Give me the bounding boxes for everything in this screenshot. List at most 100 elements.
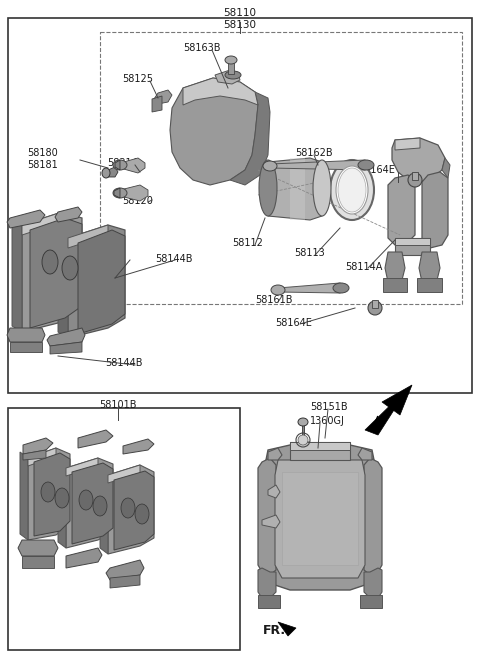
Polygon shape	[365, 388, 408, 435]
Polygon shape	[419, 252, 440, 282]
Text: 58162B: 58162B	[295, 148, 333, 158]
Polygon shape	[258, 595, 280, 608]
Ellipse shape	[330, 160, 374, 220]
Polygon shape	[115, 160, 120, 170]
Polygon shape	[442, 158, 450, 178]
Polygon shape	[72, 463, 113, 544]
Ellipse shape	[79, 490, 93, 510]
Polygon shape	[412, 172, 418, 180]
Polygon shape	[108, 465, 140, 483]
Ellipse shape	[135, 504, 149, 524]
Polygon shape	[385, 252, 405, 282]
Polygon shape	[262, 515, 280, 528]
Polygon shape	[106, 560, 144, 580]
Text: 58180
58181: 58180 58181	[27, 148, 58, 170]
Text: 58151B: 58151B	[310, 402, 348, 412]
Ellipse shape	[358, 160, 374, 170]
Polygon shape	[78, 430, 113, 448]
Polygon shape	[382, 385, 412, 415]
Text: 58112: 58112	[232, 238, 263, 248]
Text: 58161B: 58161B	[255, 295, 292, 305]
Polygon shape	[268, 158, 322, 220]
Text: 58144B: 58144B	[155, 254, 192, 264]
Text: 58163B: 58163B	[183, 43, 220, 53]
Polygon shape	[383, 278, 407, 292]
Ellipse shape	[408, 173, 422, 187]
Polygon shape	[388, 175, 415, 245]
Polygon shape	[55, 207, 82, 222]
Polygon shape	[23, 450, 46, 460]
Ellipse shape	[121, 498, 135, 518]
Ellipse shape	[42, 250, 58, 274]
Polygon shape	[50, 342, 82, 354]
Bar	[8, 408, 240, 650]
Ellipse shape	[102, 168, 110, 178]
Polygon shape	[66, 458, 98, 476]
Polygon shape	[360, 595, 382, 608]
Ellipse shape	[93, 496, 107, 516]
Ellipse shape	[62, 256, 78, 280]
Polygon shape	[358, 448, 372, 460]
Text: 58101B: 58101B	[99, 400, 137, 410]
Polygon shape	[275, 460, 365, 578]
Ellipse shape	[338, 168, 366, 212]
Polygon shape	[28, 448, 70, 540]
Ellipse shape	[55, 488, 69, 508]
Polygon shape	[22, 212, 82, 332]
Polygon shape	[7, 328, 45, 342]
Polygon shape	[47, 328, 85, 346]
Polygon shape	[108, 167, 118, 177]
Polygon shape	[114, 188, 120, 198]
Polygon shape	[28, 448, 56, 466]
Polygon shape	[395, 238, 430, 245]
Polygon shape	[364, 568, 382, 598]
Polygon shape	[183, 78, 258, 105]
Ellipse shape	[225, 56, 237, 64]
Polygon shape	[228, 62, 234, 74]
Ellipse shape	[298, 435, 308, 445]
Ellipse shape	[41, 482, 55, 502]
Ellipse shape	[113, 188, 127, 198]
Polygon shape	[30, 218, 82, 328]
Polygon shape	[170, 78, 258, 185]
Polygon shape	[270, 160, 372, 170]
Polygon shape	[372, 300, 378, 308]
Polygon shape	[123, 439, 154, 454]
Polygon shape	[282, 472, 358, 565]
Ellipse shape	[298, 418, 308, 426]
Ellipse shape	[259, 160, 277, 216]
Polygon shape	[154, 90, 172, 104]
Ellipse shape	[263, 161, 277, 171]
Text: 1360GJ: 1360GJ	[310, 416, 345, 426]
Text: FR.: FR.	[263, 624, 286, 637]
Ellipse shape	[271, 285, 285, 295]
Polygon shape	[290, 158, 305, 220]
Polygon shape	[58, 462, 66, 548]
Polygon shape	[290, 442, 350, 460]
Polygon shape	[20, 452, 28, 540]
Polygon shape	[34, 453, 70, 536]
Polygon shape	[23, 438, 53, 454]
Text: 58164E: 58164E	[275, 318, 312, 328]
Polygon shape	[108, 465, 154, 554]
Polygon shape	[18, 540, 58, 556]
Text: 58125: 58125	[122, 74, 153, 84]
Polygon shape	[302, 422, 304, 442]
Polygon shape	[268, 448, 282, 460]
Polygon shape	[395, 238, 430, 255]
Polygon shape	[417, 278, 442, 292]
Polygon shape	[258, 458, 276, 575]
Text: 58314: 58314	[107, 158, 138, 168]
Polygon shape	[68, 225, 125, 338]
Polygon shape	[100, 468, 108, 554]
Polygon shape	[422, 172, 448, 248]
Ellipse shape	[313, 160, 331, 216]
Polygon shape	[12, 220, 22, 332]
Polygon shape	[120, 185, 148, 201]
Polygon shape	[120, 158, 145, 173]
Polygon shape	[152, 96, 162, 112]
Bar	[8, 18, 472, 393]
Ellipse shape	[113, 160, 127, 170]
Polygon shape	[392, 138, 445, 182]
Polygon shape	[68, 225, 108, 248]
